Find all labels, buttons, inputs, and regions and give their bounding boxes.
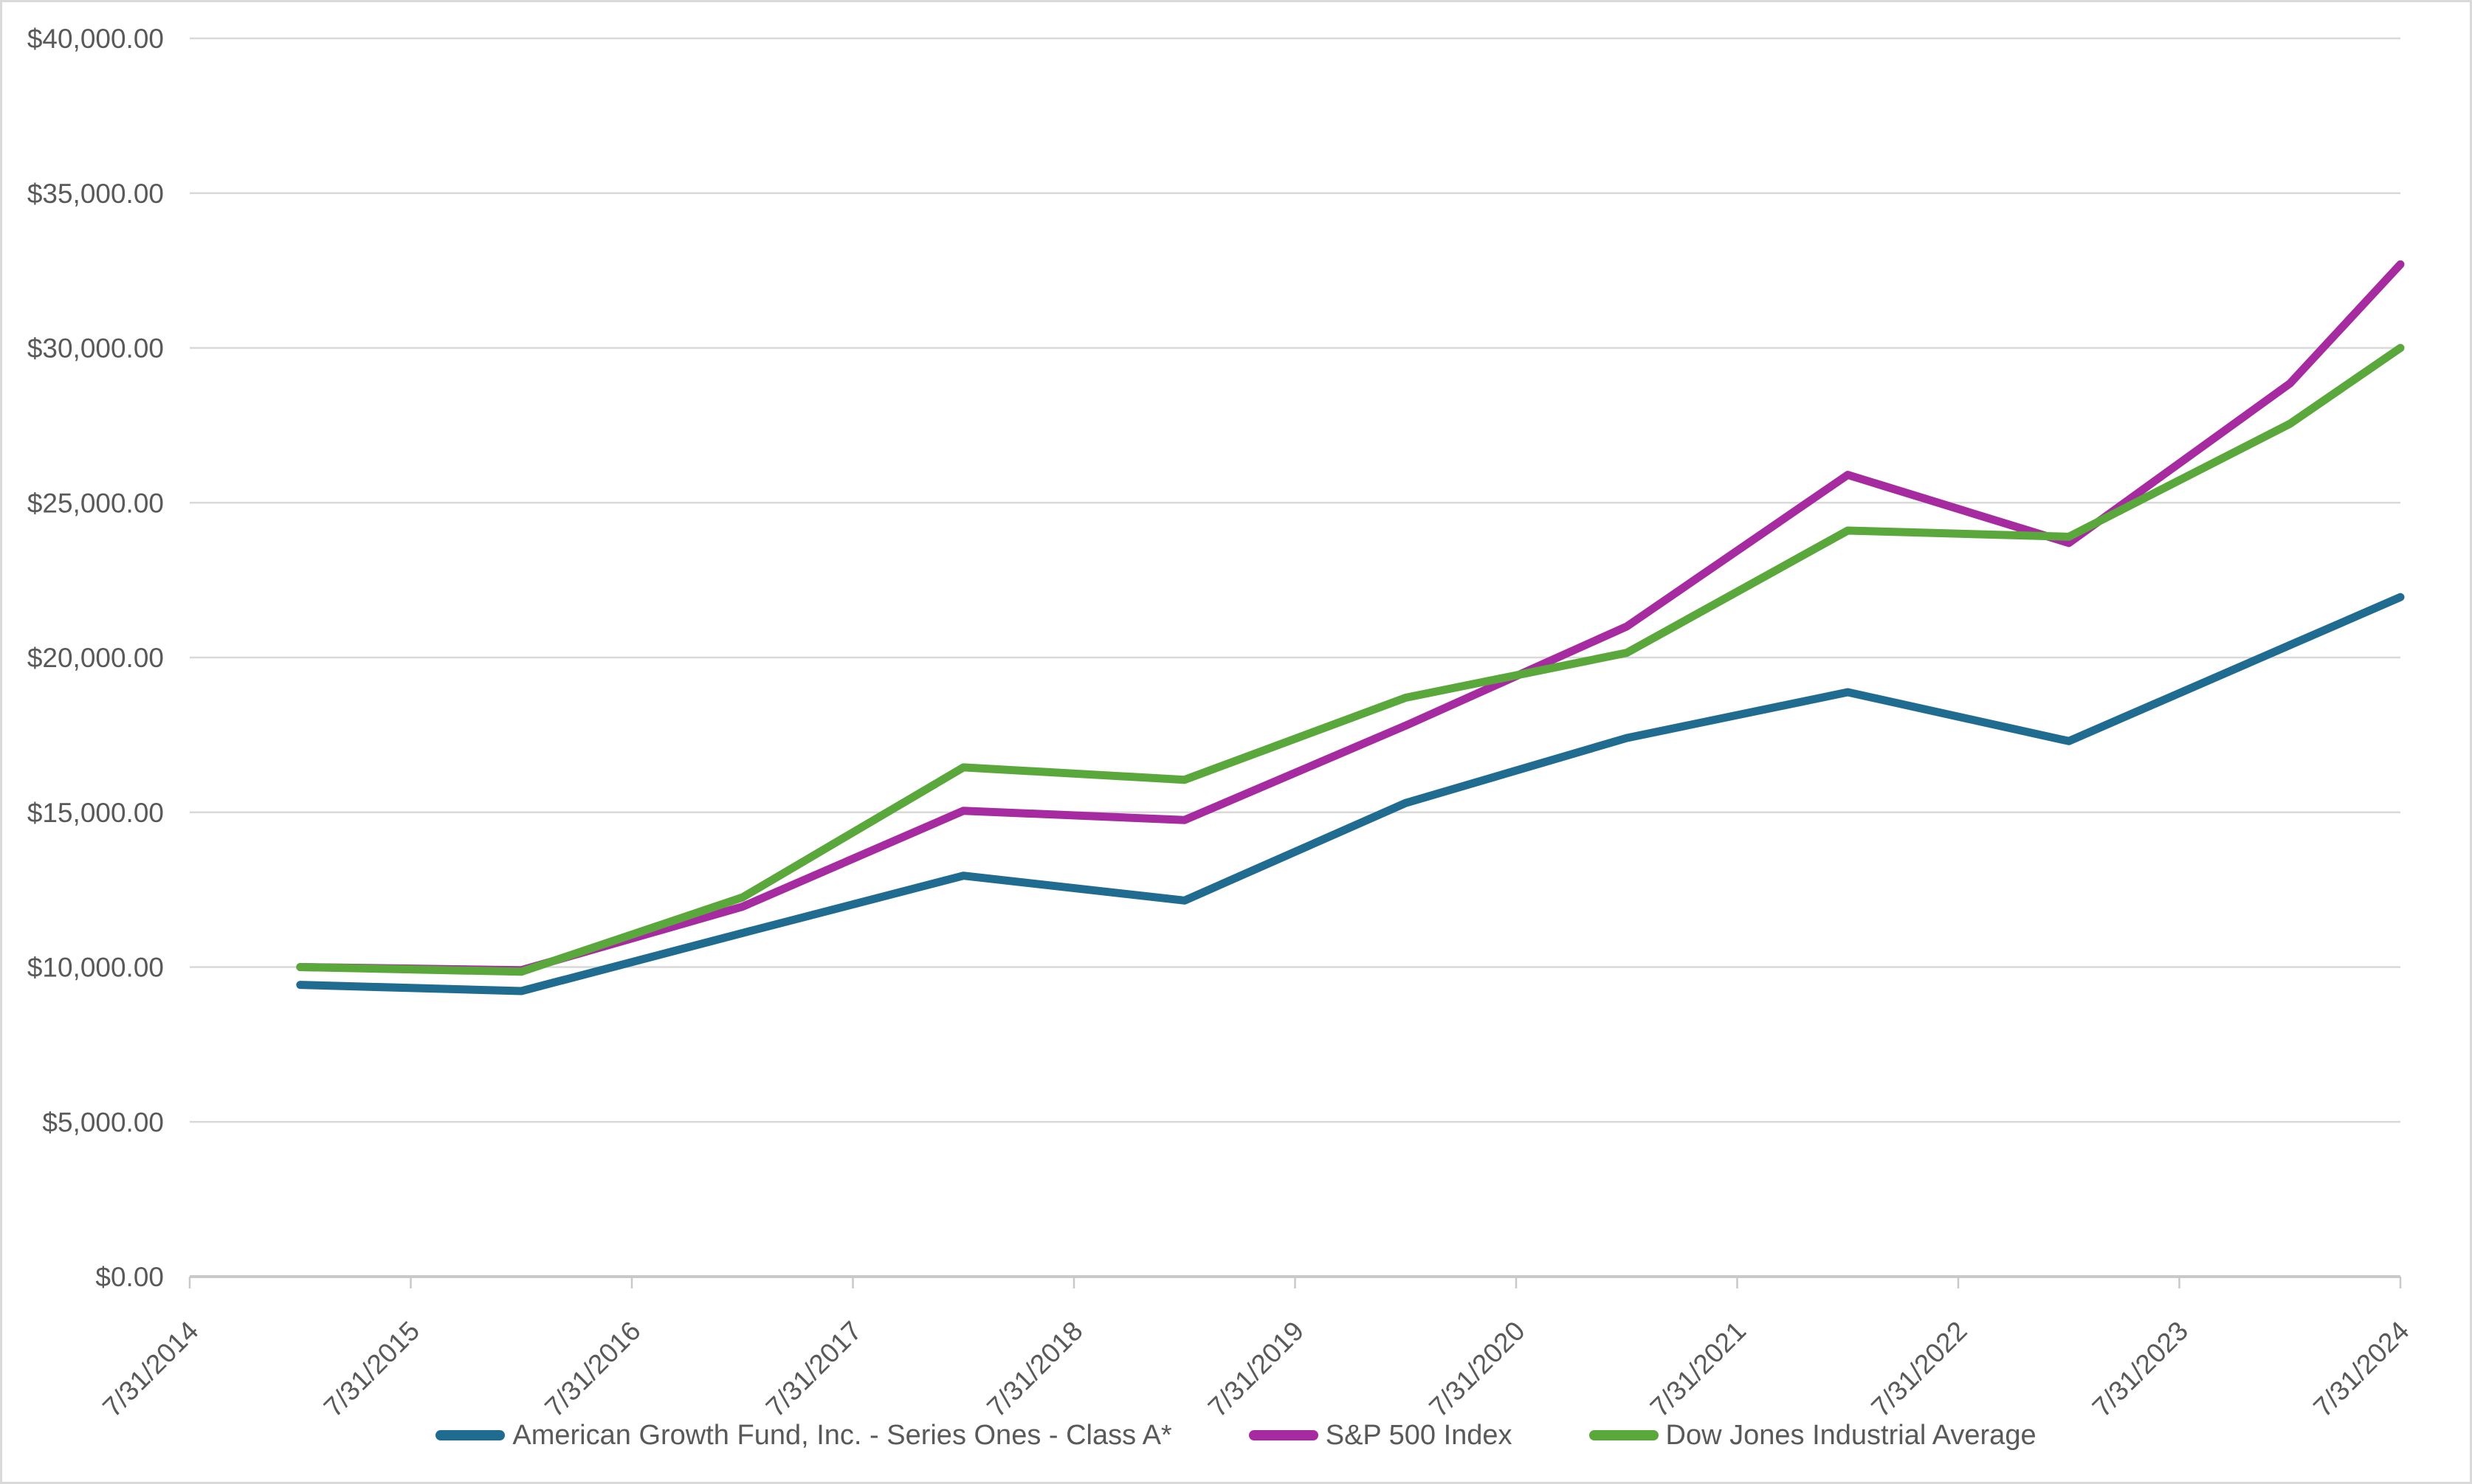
chart-legend: American Growth Fund, Inc. - Series Ones… xyxy=(0,1406,2472,1465)
y-axis-label: $40,000.00 xyxy=(27,24,164,54)
series-line-1 xyxy=(296,260,2405,975)
series-line-0 xyxy=(296,593,2405,995)
y-axis-label: $20,000.00 xyxy=(27,643,164,673)
y-axis-label: $5,000.00 xyxy=(42,1107,164,1137)
legend-item-fund: American Growth Fund, Inc. - Series Ones… xyxy=(435,1419,1172,1452)
legend-label-dow: Dow Jones Industrial Average xyxy=(1665,1419,2037,1451)
legend-label-sp500: S&P 500 Index xyxy=(1325,1419,1512,1451)
sp500-line-swatch xyxy=(1248,1430,1318,1440)
y-axis-label: $30,000.00 xyxy=(27,334,164,364)
y-axis-label: $10,000.00 xyxy=(27,953,164,983)
dow-line-swatch xyxy=(1588,1430,1659,1440)
y-axis-label: $0.00 xyxy=(95,1262,164,1292)
legend-item-sp500: S&P 500 Index xyxy=(1248,1419,1512,1452)
y-axis-label: $15,000.00 xyxy=(27,798,164,828)
series-line-2 xyxy=(296,344,2405,976)
legend-item-dow: Dow Jones Industrial Average xyxy=(1588,1419,2037,1452)
y-axis-label: $25,000.00 xyxy=(27,488,164,518)
y-axis-label: $35,000.00 xyxy=(27,179,164,209)
fund-line-swatch xyxy=(435,1430,506,1440)
legend-label-fund: American Growth Fund, Inc. - Series Ones… xyxy=(512,1419,1172,1451)
